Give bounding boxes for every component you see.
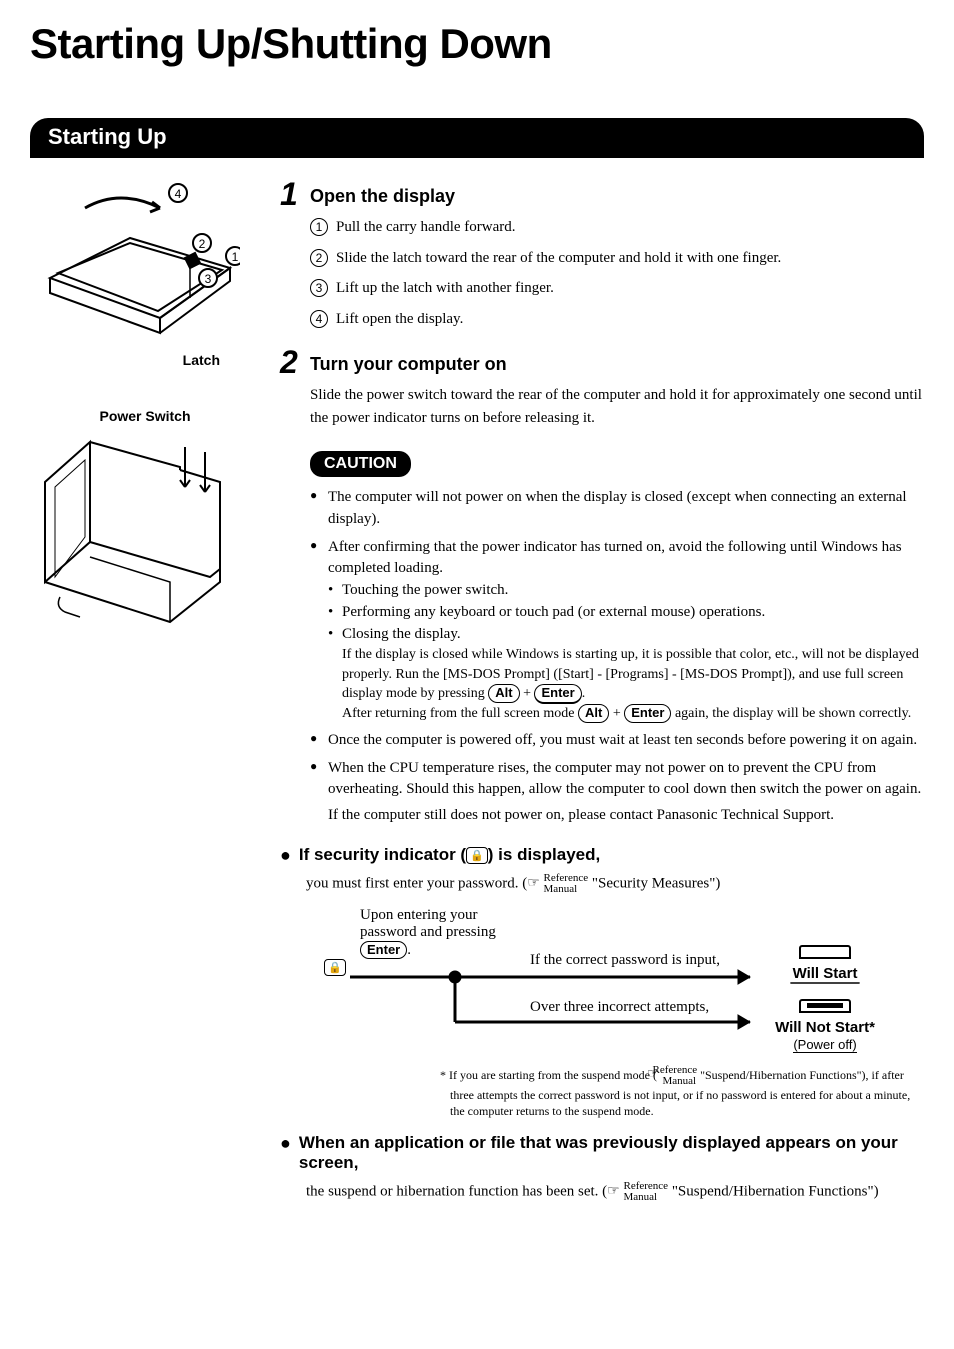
security-body-b: "Security Measures") [588, 875, 720, 891]
app-body-b: "Suspend/Hibernation Functions") [668, 1183, 879, 1199]
left-illustration-column: 4 2 1 3 Latch Power Switch [30, 178, 260, 1203]
security-body: you must first enter your password. (☞ R… [306, 873, 924, 895]
caution-sub-2: Performing any keyboard or touch pad (or… [328, 602, 924, 624]
step-1-item-4-text: Lift open the display. [336, 308, 463, 331]
illustration-power-caption: Power Switch [30, 408, 260, 424]
step-1-item-3: 3Lift up the latch with another finger. [310, 277, 924, 300]
caution-para-2: After returning from the full screen mod… [342, 704, 924, 724]
caution-bullet-4-text: When the CPU temperature rises, the comp… [328, 760, 921, 798]
caution-sub-3: Closing the display. [328, 624, 924, 646]
result-will-not-start: Will Not Start* (Power off) [760, 999, 890, 1053]
flow-correct-text: If the correct password is input, [530, 952, 720, 969]
svg-text:4: 4 [175, 187, 182, 201]
caution-sub-1: Touching the power switch. [328, 580, 924, 602]
caution-para-1: If the display is closed while Windows i… [342, 645, 924, 704]
step-1-item-1: 1Pull the carry handle forward. [310, 216, 924, 239]
illustration-laptop-latch: 4 2 1 3 Latch [30, 178, 260, 368]
reference-hand-icon: ☞ [527, 875, 540, 892]
flow-incorrect-text: Over three incorrect attempts, [530, 999, 709, 1016]
password-flow-diagram: Upon entering your password and pressing… [310, 907, 924, 1057]
reference-manual-label: ReferenceManual [544, 873, 589, 895]
security-title-b: ) is displayed, [488, 845, 600, 864]
laptop-latch-svg: 4 2 1 3 [30, 178, 240, 348]
step-1-number: 1 [280, 178, 310, 210]
svg-text:1: 1 [232, 250, 239, 264]
security-section-header: ● If security indicator (🔒) is displayed… [280, 845, 924, 867]
key-enter-2: Enter [624, 704, 671, 723]
step-2-header: 2 Turn your computer on [280, 346, 924, 378]
reference-hand-icon-3: ☞ [607, 1183, 620, 1200]
step-1-item-4: 4Lift open the display. [310, 308, 924, 331]
step-2-intro: Slide the power switch toward the rear o… [310, 384, 924, 429]
key-enter-1: Enter [534, 684, 581, 704]
app-body-a: the suspend or hibernation function has … [306, 1183, 607, 1199]
step-1-item-3-text: Lift up the latch with another finger. [336, 277, 554, 300]
result-will-start: Will Start [760, 945, 890, 984]
svg-text:2: 2 [199, 237, 206, 251]
caution-bullet-4: When the CPU temperature rises, the comp… [310, 758, 924, 827]
app-section-title: When an application or file that was pre… [299, 1133, 924, 1173]
caution-bullet-4-extra: If the computer still does not power on,… [328, 805, 924, 827]
illustration-power-switch: Power Switch [30, 408, 260, 632]
caution-para-1c: . [582, 686, 586, 701]
caution-para-2a: After returning from the full screen mod… [342, 706, 578, 721]
caution-para-1b: + [520, 686, 535, 701]
caution-bullet-list: The computer will not power on when the … [310, 487, 924, 827]
security-title-a: If security indicator ( [299, 845, 466, 864]
illustration-latch-caption: Latch [30, 352, 260, 368]
caution-bullet-2-text: After confirming that the power indicato… [328, 539, 902, 577]
step-1-title: Open the display [310, 178, 455, 207]
step-2-title: Turn your computer on [310, 346, 507, 375]
step-1-item-2: 2Slide the latch toward the rear of the … [310, 247, 924, 270]
page-title: Starting Up/Shutting Down [30, 20, 924, 68]
app-section-body: the suspend or hibernation function has … [306, 1181, 924, 1203]
reference-manual-label-3: ReferenceManual [623, 1181, 668, 1203]
power-switch-svg [30, 432, 230, 632]
caution-bullet-1: The computer will not power on when the … [310, 487, 924, 531]
caution-para-2b: + [609, 706, 624, 721]
caution-para-2c: again, the display will be shown correct… [671, 706, 911, 721]
section-header-bar: Starting Up [30, 118, 924, 158]
right-content-column: 1 Open the display 1Pull the carry handl… [280, 178, 924, 1203]
bullet-icon-2: ● [280, 1133, 291, 1155]
step-1-list: 1Pull the carry handle forward. 2Slide t… [310, 216, 924, 330]
app-section-header: ● When an application or file that was p… [280, 1133, 924, 1173]
bullet-icon: ● [280, 845, 291, 867]
key-alt-2: Alt [578, 704, 609, 723]
step-2-number: 2 [280, 346, 310, 378]
caution-sublist: Touching the power switch. Performing an… [328, 580, 924, 645]
reference-manual-label-2: ReferenceManual [663, 1065, 698, 1087]
caution-pill: CAUTION [310, 451, 411, 477]
caution-bullet-2: After confirming that the power indicato… [310, 537, 924, 724]
key-alt-1: Alt [488, 684, 519, 703]
step-1-item-2-text: Slide the latch toward the rear of the c… [336, 247, 781, 270]
step-1-header: 1 Open the display [280, 178, 924, 210]
lock-icon: 🔒 [466, 847, 488, 864]
security-footnote: * If you are starting from the suspend m… [440, 1065, 924, 1119]
svg-text:3: 3 [205, 272, 212, 286]
step-1-item-1-text: Pull the carry handle forward. [336, 216, 516, 239]
caution-bullet-3: Once the computer is powered off, you mu… [310, 730, 924, 752]
caution-para-1a: If the display is closed while Windows i… [342, 647, 919, 701]
security-body-a: you must first enter your password. ( [306, 875, 527, 891]
